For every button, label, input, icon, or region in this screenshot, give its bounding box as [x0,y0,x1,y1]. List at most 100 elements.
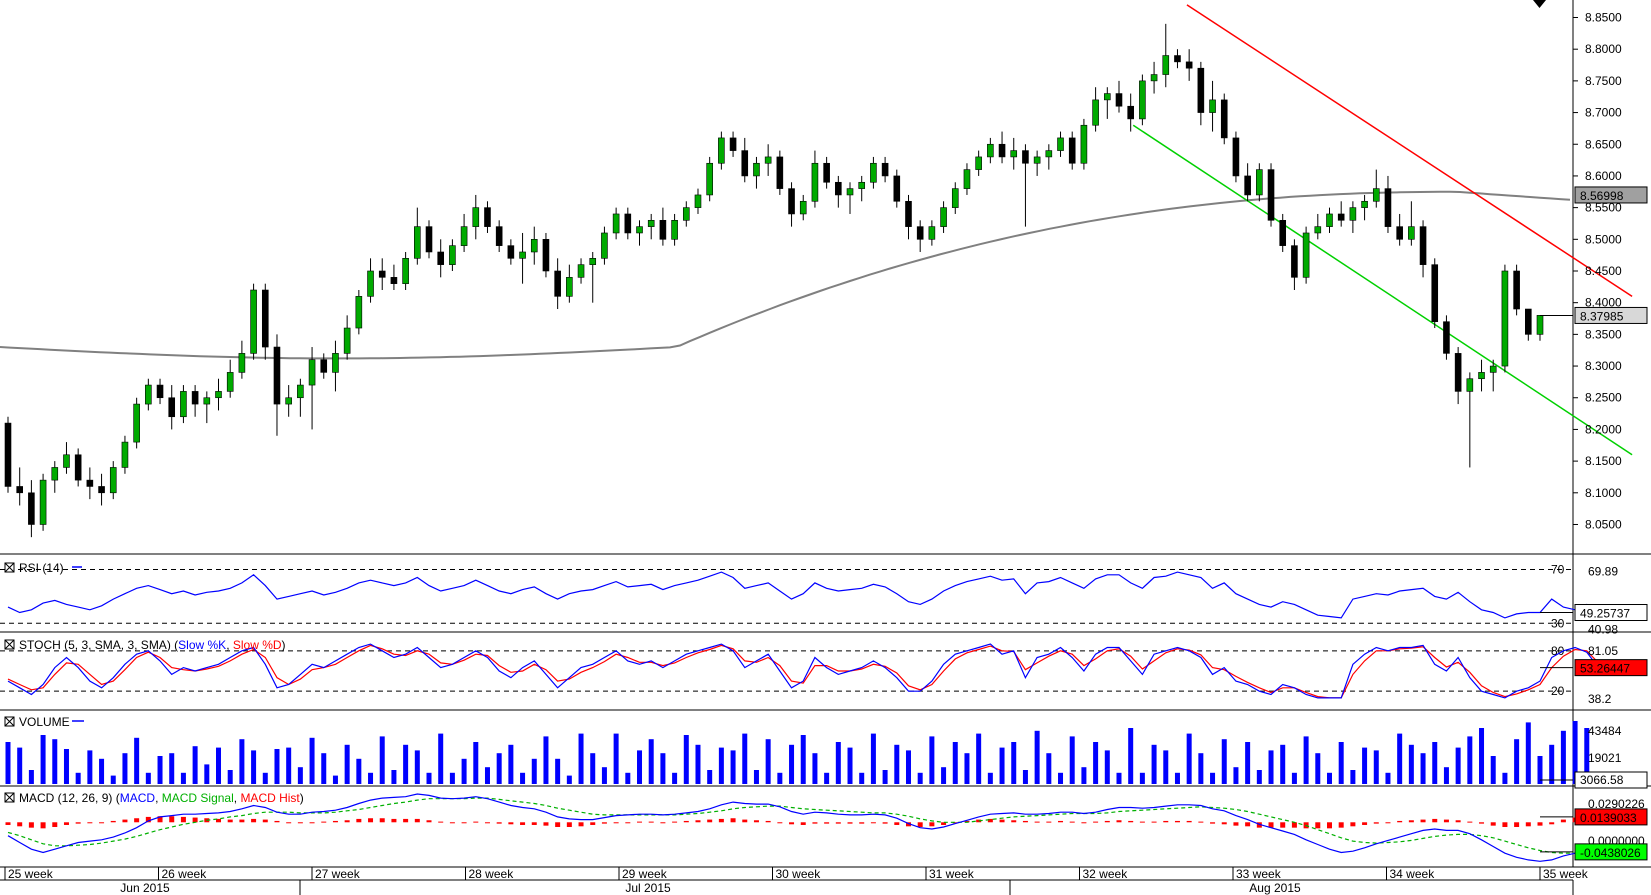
candle-body [484,207,491,227]
price-tick-label: 8.4000 [1585,296,1622,310]
candle [133,397,140,449]
candle [788,182,795,227]
volume-bar [134,737,140,784]
macd-hist-bar [637,821,643,823]
price-tick-label: 8.5000 [1585,232,1622,246]
stoch-value-label: 53.26447 [1580,662,1630,676]
candle-body [1431,264,1439,322]
candle-body [881,162,889,177]
volume-bar [227,770,233,784]
candle-body [647,219,655,227]
candle-body [542,239,550,272]
macd-hist-bar [566,822,572,827]
candle-body [437,251,445,265]
macd-hist-bar [1291,822,1297,828]
candle-body [1092,99,1099,126]
trendline-resistance[interactable] [1186,4,1633,297]
candle [332,340,339,392]
candle [86,467,94,500]
week-label: 34 week [1390,867,1436,881]
macd-hist-bar [1455,820,1461,823]
price-tick-label: 8.7000 [1585,106,1622,120]
candle [355,290,363,335]
candle [1326,207,1333,233]
volume-bar [1046,753,1052,784]
candle-body [156,384,164,399]
volume-bar [1315,753,1321,784]
macd-hist-bar [75,822,81,824]
volume-bar [1233,767,1239,784]
volume-bar [496,753,502,784]
candle [156,378,164,405]
macd-hist-bar [484,822,490,824]
candle [706,156,713,202]
candle-body [1466,378,1474,392]
candle [1162,23,1170,88]
candle [1197,61,1205,126]
price-tick-label: 8.8000 [1585,42,1622,56]
macd-hist-bar [414,818,420,823]
candle-body [425,226,433,253]
candle-body [1185,61,1193,69]
macd-hist-bar [987,818,993,823]
volume-bar [859,772,865,784]
volume-bar [578,733,584,784]
volume-bar [63,749,69,784]
volume-bar [1104,750,1110,784]
candle [1513,264,1520,316]
candle [1419,220,1427,278]
stoch-pane: 80 20 81.05 38.2 53.26447 [0,643,1648,706]
volume-bar [426,772,432,784]
candle [1489,359,1497,392]
week-label: 33 week [1236,867,1282,881]
macd-hist-bar [730,818,736,823]
candle [1174,49,1181,69]
scroll-end-arrow-icon[interactable] [1533,0,1546,8]
candle-body [1501,270,1509,367]
candle [682,201,690,227]
volume-bar [332,775,338,784]
candle [1314,213,1322,240]
candle-body [261,289,269,348]
candle-body [624,213,632,234]
macd-hist-bar [1280,822,1286,828]
candle [145,378,152,411]
candle-body [940,207,947,227]
macd-hist-bar [1069,821,1075,823]
macd-hist-bar [1432,818,1438,823]
candle [671,213,678,246]
macd-hist-bar [1373,822,1379,824]
candle-body [1513,270,1520,310]
candle-body [577,264,585,278]
macd-hist-bar [835,822,841,824]
candle [1337,201,1345,227]
candle [1431,258,1439,329]
candle [39,473,47,531]
week-label: 35 week [1543,867,1589,881]
candle-body [1372,188,1380,202]
candle-body [285,397,292,405]
volume-bar [777,772,783,784]
macd-hist-bar [344,820,350,823]
candle-body [168,397,176,418]
volume-bar [122,753,128,784]
volume-bar [847,747,853,784]
macd-hist-bar [648,821,654,823]
candle-body [320,359,328,373]
trendline-support[interactable] [1132,124,1633,456]
candle [1244,163,1251,202]
candle-body [975,156,982,170]
volume-bar [473,742,479,784]
candle-body [519,251,526,259]
macd-hist-bar [1560,819,1566,823]
candle-body [835,181,842,196]
macd-hist-bar [753,820,759,823]
candle [285,385,292,417]
volume-value-box [1574,771,1648,789]
macd-hist-bar [426,820,432,823]
candle [1045,144,1053,170]
macd-hist-bar [859,822,865,824]
candle [215,378,222,411]
macd-hist-bar [543,822,549,826]
